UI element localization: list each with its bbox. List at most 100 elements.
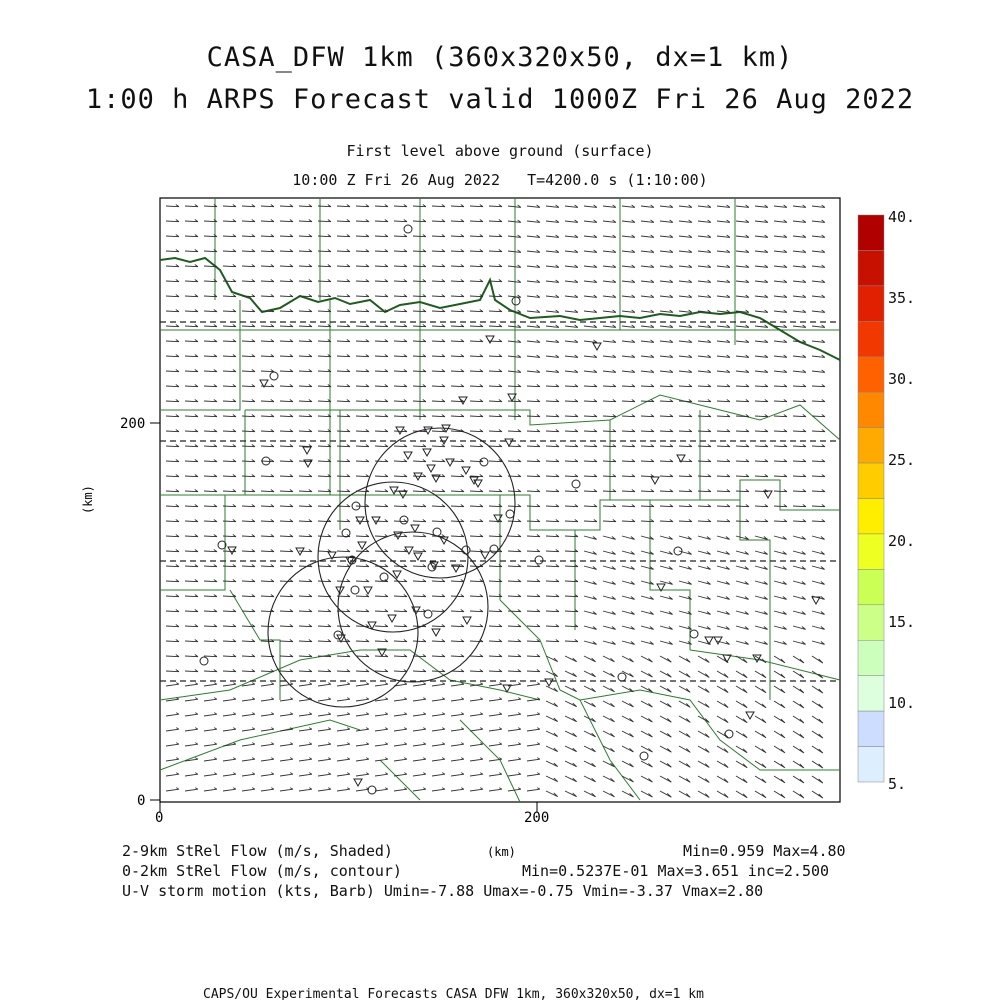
wind-barb: [374, 324, 389, 328]
wind-barb: [583, 700, 596, 708]
wind-barb: [545, 384, 560, 388]
wind-barb: [298, 579, 313, 583]
wind-barb: [355, 624, 370, 628]
station-circle-marker: [347, 555, 357, 565]
wind-barb: [678, 204, 693, 208]
wind-barb: [374, 264, 389, 268]
wind-barb: [469, 294, 484, 298]
wind-barb: [469, 654, 484, 658]
wind-barb: [602, 610, 616, 615]
station-circle-marker: [367, 785, 377, 795]
colorbar-swatch: [857, 533, 885, 570]
wind-barb: [450, 519, 465, 523]
wind-barb: [735, 339, 750, 343]
station-triangle-marker: [422, 448, 432, 458]
wind-barb: [184, 489, 199, 493]
station-triangle-marker: [458, 396, 468, 406]
colorbar-swatch: [857, 746, 885, 783]
wind-barb: [431, 204, 446, 208]
wind-barb: [507, 324, 522, 328]
wind-barb: [811, 790, 824, 799]
wind-barb: [298, 324, 313, 328]
wind-barb: [773, 745, 786, 754]
wind-barb: [450, 712, 465, 717]
wind-barb: [754, 429, 769, 433]
wind-barb: [545, 459, 560, 463]
wind-barb: [621, 309, 636, 313]
wind-barb: [336, 772, 351, 777]
wind-barb: [811, 670, 824, 679]
wind-barb: [602, 384, 617, 388]
wind-barb: [697, 565, 711, 570]
wind-barb: [621, 715, 634, 723]
wind-barb: [526, 579, 541, 583]
wind-barb: [754, 219, 769, 223]
wind-barb: [811, 745, 824, 754]
wind-barb: [659, 504, 674, 508]
wind-barb: [640, 459, 655, 463]
wind-barb: [260, 249, 275, 253]
wind-barb: [469, 414, 484, 418]
wind-barb: [279, 639, 294, 643]
wind-barb: [165, 354, 180, 358]
wind-barb: [298, 549, 313, 553]
wind-barb: [640, 580, 654, 585]
wind-barb: [545, 309, 560, 313]
wind-barb: [697, 655, 710, 663]
wind-barb: [241, 549, 256, 553]
wind-barb: [203, 204, 218, 208]
wind-barb: [792, 324, 807, 328]
wind-barb: [222, 757, 237, 762]
station-triangle-marker: [377, 648, 387, 658]
wind-barb: [659, 595, 673, 600]
wind-barb: [697, 595, 711, 600]
wind-barb: [469, 534, 484, 538]
station-triangle-marker: [398, 490, 408, 500]
wind-barb: [735, 640, 749, 645]
wind-barb: [621, 339, 636, 343]
wind-barb: [735, 414, 750, 418]
wind-barb: [602, 760, 615, 768]
wind-barb: [754, 264, 769, 268]
wind-barb: [640, 489, 655, 493]
wind-barb: [260, 264, 275, 268]
wind-barb: [678, 219, 693, 223]
colorbar-swatch: [857, 356, 885, 393]
colorbar-swatch: [857, 710, 885, 747]
wind-barb: [792, 309, 807, 313]
wind-barb: [355, 309, 370, 313]
wind-barb: [165, 579, 180, 583]
wind-barb: [507, 279, 522, 283]
wind-barb: [222, 369, 237, 373]
station-circle-marker: [399, 515, 409, 525]
wind-barb: [811, 459, 826, 463]
wind-barb: [526, 594, 541, 598]
wind-barb: [697, 625, 711, 630]
wind-barb: [355, 264, 370, 268]
wind-barb: [355, 369, 370, 373]
wind-barb: [735, 264, 750, 268]
wind-barb: [374, 654, 389, 658]
wind-barb: [659, 745, 672, 753]
wind-barb: [412, 279, 427, 283]
wind-barb: [545, 339, 560, 343]
wind-barb: [545, 294, 560, 298]
wind-barb: [336, 742, 351, 747]
wind-barb: [659, 685, 672, 693]
wind-barb: [678, 655, 691, 663]
wind-barb: [450, 594, 465, 598]
wind-barb: [336, 369, 351, 373]
wind-barb: [184, 534, 199, 538]
wind-barb: [564, 279, 579, 283]
wind-barb: [792, 399, 807, 403]
station-circle-marker: [461, 545, 471, 555]
wind-barb: [545, 234, 560, 238]
wind-barb: [735, 444, 750, 448]
wind-barb: [697, 474, 712, 478]
wind-barb: [792, 790, 805, 799]
station-circle-marker: [427, 562, 437, 572]
wind-barb: [488, 234, 503, 238]
wind-barb: [317, 489, 332, 493]
wind-barb: [716, 625, 730, 630]
